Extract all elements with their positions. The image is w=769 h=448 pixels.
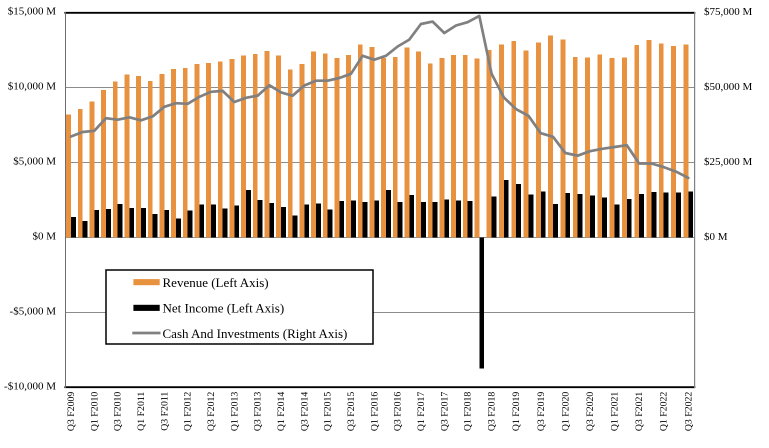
svg-text:Q1 F2012: Q1 F2012: [183, 392, 194, 432]
svg-text:Q1 F2015: Q1 F2015: [323, 392, 334, 432]
svg-text:Q1 F2020: Q1 F2020: [560, 392, 571, 432]
svg-text:Q1 F2016: Q1 F2016: [369, 392, 380, 432]
svg-text:$0 M: $0 M: [704, 231, 728, 243]
svg-text:Q1 F2018: Q1 F2018: [463, 392, 474, 432]
svg-text:$50,000 M: $50,000 M: [704, 81, 753, 93]
svg-text:Q3 F2016: Q3 F2016: [393, 392, 404, 432]
svg-text:Cash And Investments (Right Ax: Cash And Investments (Right Axis): [163, 326, 348, 341]
svg-text:Q1 F2021: Q1 F2021: [610, 392, 621, 432]
svg-text:Q1 F2017: Q1 F2017: [416, 392, 427, 432]
svg-text:Q3 F2019: Q3 F2019: [536, 392, 547, 432]
svg-text:Q3 F2013: Q3 F2013: [253, 392, 264, 432]
svg-text:$5,000 M: $5,000 M: [13, 156, 56, 168]
svg-text:Q3 F2022: Q3 F2022: [683, 392, 694, 432]
svg-text:Revenue (Left Axis): Revenue (Left Axis): [163, 275, 269, 290]
svg-text:Q3 F2015: Q3 F2015: [346, 392, 357, 432]
svg-text:Q1 F2022: Q1 F2022: [659, 392, 670, 432]
svg-text:Q3 F2014: Q3 F2014: [299, 392, 310, 432]
svg-text:$75,000 M: $75,000 M: [704, 6, 753, 18]
svg-text:Q3 F2010: Q3 F2010: [113, 392, 124, 432]
svg-text:$25,000 M: $25,000 M: [704, 156, 753, 168]
svg-text:$10,000 M: $10,000 M: [8, 81, 57, 93]
svg-text:$15,000 M: $15,000 M: [8, 6, 57, 18]
svg-text:Q3 F2009: Q3 F2009: [66, 392, 77, 432]
svg-text:-$5,000 M: -$5,000 M: [10, 306, 57, 318]
svg-text:$0 M: $0 M: [32, 231, 56, 243]
svg-text:Q1 F2011: Q1 F2011: [136, 392, 147, 431]
svg-text:Q1 F2019: Q1 F2019: [511, 392, 522, 432]
svg-text:Q1 F2014: Q1 F2014: [276, 392, 287, 432]
svg-text:Q3 F2018: Q3 F2018: [487, 392, 498, 432]
svg-text:Q1 F2013: Q1 F2013: [229, 392, 240, 432]
svg-text:Q3 F2017: Q3 F2017: [439, 392, 450, 432]
svg-text:Q3 F2021: Q3 F2021: [634, 392, 645, 432]
svg-text:Q1 F2010: Q1 F2010: [89, 392, 100, 432]
svg-text:Q3 F2011: Q3 F2011: [159, 392, 170, 431]
svg-text:Net Income (Left Axis): Net Income (Left Axis): [163, 301, 285, 316]
svg-text:Q3 F2012: Q3 F2012: [206, 392, 217, 432]
svg-text:-$10,000 M: -$10,000 M: [4, 381, 56, 393]
svg-text:Q3 F2020: Q3 F2020: [585, 392, 596, 432]
